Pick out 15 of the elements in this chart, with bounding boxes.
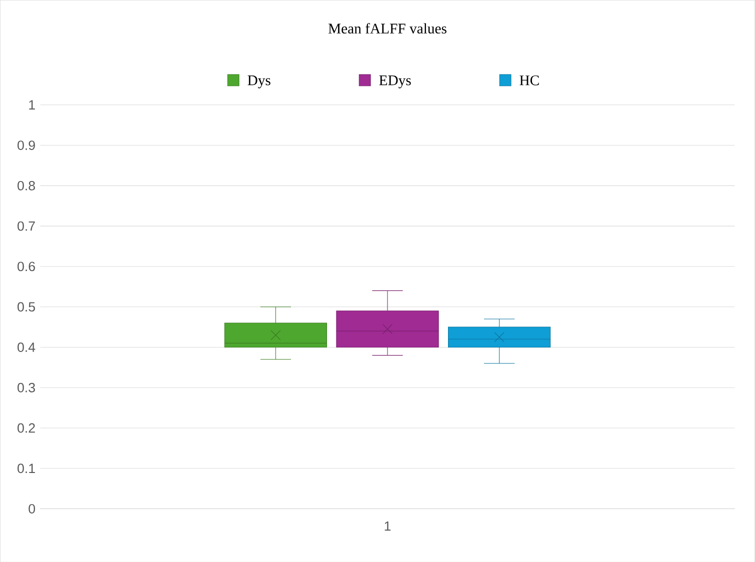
y-tick-label: 0 <box>28 504 36 514</box>
y-tick-label: 0.3 <box>18 382 35 392</box>
y-tick-label: 0.8 <box>18 180 35 190</box>
legend-label: EDys <box>379 75 411 88</box>
legend-label: Dys <box>248 75 270 88</box>
y-tick-label: 0.9 <box>18 140 35 150</box>
legend-label: HC <box>520 75 539 86</box>
y-tick-label: 0.2 <box>18 423 35 433</box>
y-tick-label: 0.5 <box>18 302 35 312</box>
y-tick-label: 0.7 <box>18 221 35 231</box>
y-tick-label: 0.1 <box>18 463 35 473</box>
chart-title: Mean fALFF values <box>328 22 446 34</box>
y-tick-label: 1 <box>29 100 35 110</box>
y-tick-label: 0.6 <box>18 262 35 271</box>
y-tick-label: 0.4 <box>18 342 36 352</box>
